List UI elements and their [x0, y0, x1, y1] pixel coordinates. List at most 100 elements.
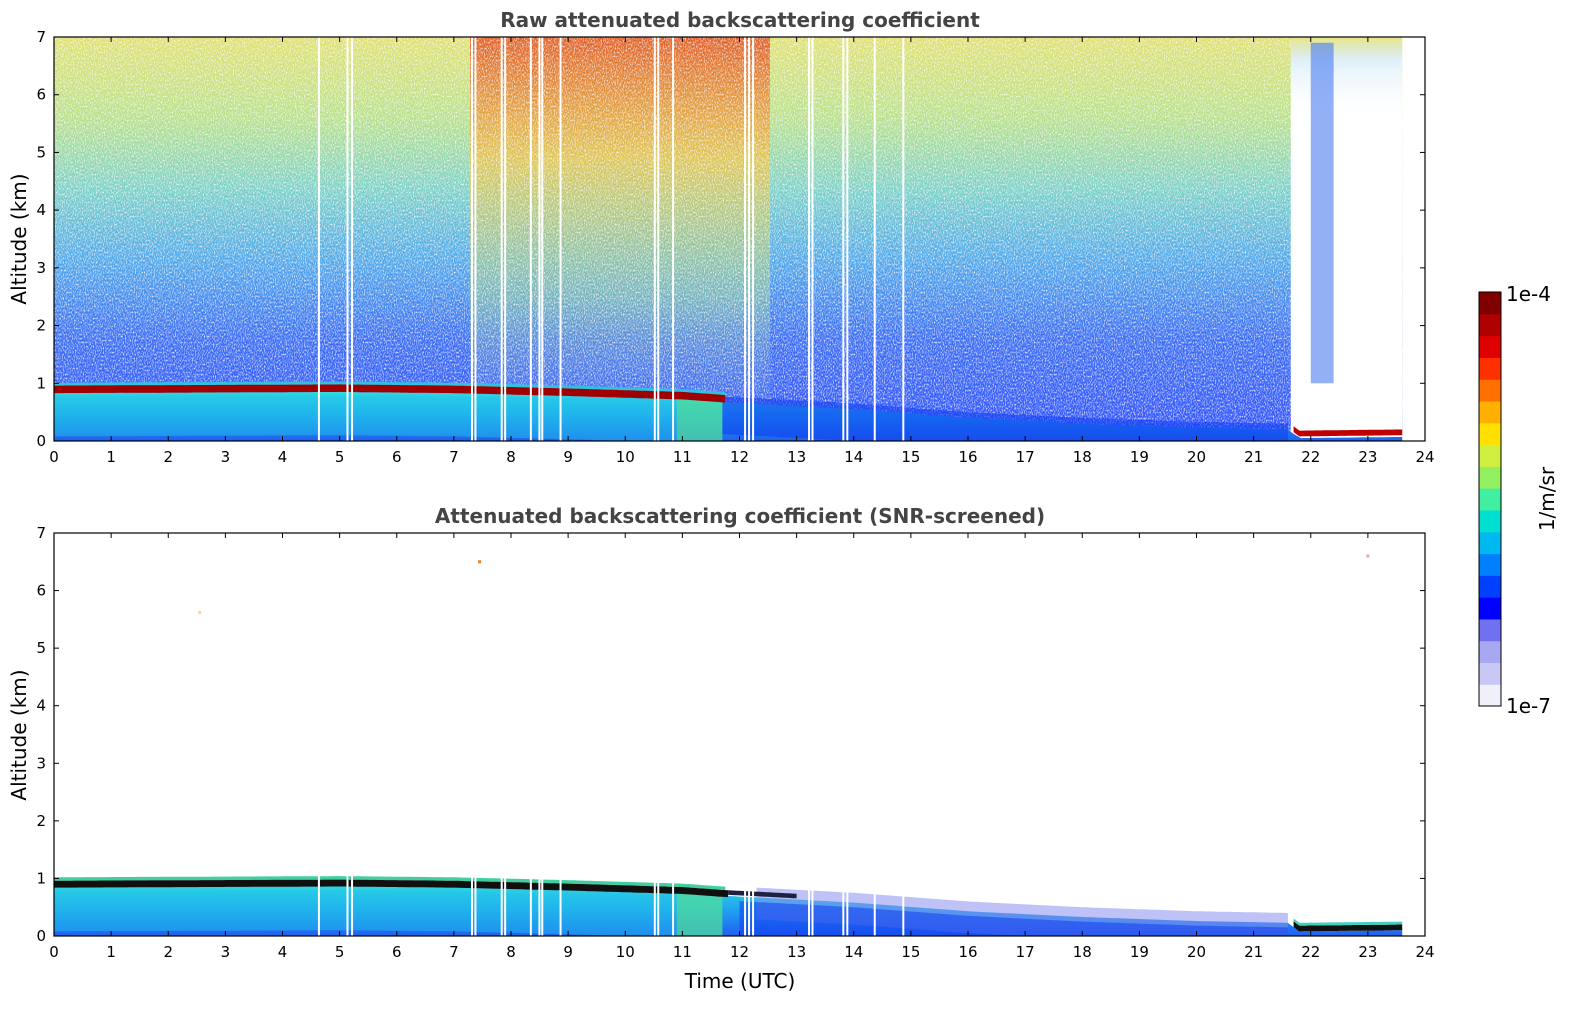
raw-y-tick-label: 4 — [36, 201, 46, 219]
raw-x-tick-label: 16 — [958, 448, 977, 466]
colorbar-step — [1479, 575, 1501, 598]
screened-data-gap — [902, 872, 905, 936]
colorbar-step — [1479, 313, 1501, 337]
colorbar-step — [1479, 597, 1501, 620]
raw-x-tick-label: 23 — [1358, 448, 1377, 466]
raw-data-gap — [504, 37, 507, 441]
raw-x-tick-label: 1 — [106, 448, 116, 466]
raw-y-tick-label: 6 — [36, 86, 46, 104]
raw-data-gap — [672, 37, 675, 441]
screened-x-tick-label: 24 — [1415, 943, 1434, 961]
screened-isolated-point — [1366, 554, 1370, 558]
raw-data-gap — [351, 37, 354, 441]
raw-data-gap — [842, 37, 845, 441]
screened-x-tick-label: 19 — [1130, 943, 1149, 961]
screened-x-tick-label: 8 — [506, 943, 516, 961]
raw-no-data-region — [1402, 37, 1425, 441]
raw-x-tick-label: 20 — [1187, 448, 1206, 466]
raw-x-tick-label: 18 — [1073, 448, 1092, 466]
raw-data-gap — [653, 37, 656, 441]
screened-x-tick-label: 20 — [1187, 943, 1206, 961]
screened-isolated-point — [478, 560, 482, 564]
raw-y-tick-label: 2 — [36, 317, 46, 335]
raw-y-tick-label: 0 — [36, 432, 46, 450]
screened-data-gap — [317, 872, 320, 936]
raw-x-tick-label: 12 — [730, 448, 749, 466]
screened-x-tick-label: 18 — [1073, 943, 1092, 961]
raw-y-axis-label: Altitude (km) — [7, 173, 31, 304]
screened-x-tick-label: 14 — [844, 943, 863, 961]
screened-x-tick-label: 3 — [221, 943, 231, 961]
screened-x-tick-label: 13 — [787, 943, 806, 961]
screened-y-tick-label: 4 — [36, 697, 46, 715]
raw-x-tick-label: 21 — [1244, 448, 1263, 466]
raw-x-tick-label: 3 — [221, 448, 231, 466]
screened-y-tick-label: 0 — [36, 927, 46, 945]
colorbar-step — [1479, 422, 1501, 446]
raw-data-gap — [748, 37, 751, 441]
x-axis-label: Time (UTC) — [684, 969, 796, 993]
screened-night-layer-band — [1293, 921, 1403, 932]
screened-data-gap — [842, 872, 845, 936]
colorbar-max-label: 1e-4 — [1506, 282, 1551, 306]
colorbar-step — [1479, 640, 1501, 664]
screened-data-gap — [471, 872, 474, 936]
raw-clear-region-upper — [1290, 37, 1403, 124]
colorbar-step — [1479, 684, 1501, 707]
screened-y-tick-label: 3 — [36, 754, 46, 772]
screened-x-tick-label: 1 — [106, 943, 116, 961]
screened-data-gap — [538, 872, 541, 936]
screened-axes-frame — [53, 532, 1426, 937]
raw-x-tick-label: 19 — [1130, 448, 1149, 466]
raw-data-gap — [657, 37, 660, 441]
screened-x-tick-label: 23 — [1358, 943, 1377, 961]
screened-x-tick-label: 22 — [1301, 943, 1320, 961]
screened-x-tick-label: 9 — [563, 943, 573, 961]
raw-data-gap — [873, 37, 876, 441]
raw-panel: Raw attenuated backscattering coefficien… — [7, 8, 1435, 466]
raw-layer-top-edge — [54, 381, 726, 395]
screened-layer-top-edge — [54, 876, 726, 891]
raw-heatmap — [54, 37, 1425, 441]
colorbar: 1e-4 1e-7 1/m/sr — [1478, 282, 1559, 718]
screened-data-gap — [346, 872, 349, 936]
screened-data-gap — [748, 872, 751, 936]
raw-data-gap — [541, 37, 544, 441]
screened-data-gap — [529, 872, 532, 936]
screened-x-tick-label: 4 — [278, 943, 288, 961]
raw-x-tick-label: 8 — [506, 448, 516, 466]
screened-data-gap — [559, 872, 562, 936]
screened-x-tick-label: 11 — [673, 943, 692, 961]
colorbar-frame — [1478, 291, 1502, 707]
colorbar-step — [1479, 444, 1501, 467]
raw-data-gap — [529, 37, 532, 441]
screened-data-gap — [351, 872, 354, 936]
raw-noise-speckle — [54, 37, 1403, 441]
raw-data-gap — [538, 37, 541, 441]
screened-data-gap — [653, 872, 656, 936]
raw-data-gap — [471, 37, 474, 441]
screened-data-gap — [811, 872, 814, 936]
screened-y-tick-label: 6 — [36, 582, 46, 600]
screened-night-layer-edge — [1293, 918, 1403, 926]
screened-x-tick-label: 2 — [163, 943, 173, 961]
colorbar-step — [1479, 553, 1501, 576]
screened-data-gap — [504, 872, 507, 936]
screened-data-gap — [873, 872, 876, 936]
screened-y-tick-label: 7 — [36, 524, 46, 542]
screened-x-tick-label: 12 — [730, 943, 749, 961]
colorbar-step — [1479, 488, 1501, 511]
screened-x-tick-label: 7 — [449, 943, 459, 961]
screened-data-gap — [474, 872, 477, 936]
colorbar-step — [1479, 379, 1501, 402]
screened-data-gap — [744, 872, 747, 936]
raw-x-tick-label: 22 — [1301, 448, 1320, 466]
raw-x-tick-label: 15 — [901, 448, 920, 466]
screened-y-tick-label: 2 — [36, 812, 46, 830]
screened-data-gap — [541, 872, 544, 936]
screened-x-tick-label: 5 — [335, 943, 345, 961]
raw-panel-title: Raw attenuated backscattering coefficien… — [500, 8, 980, 32]
screened-data-gap — [657, 872, 660, 936]
colorbar-min-label: 1e-7 — [1506, 694, 1551, 718]
